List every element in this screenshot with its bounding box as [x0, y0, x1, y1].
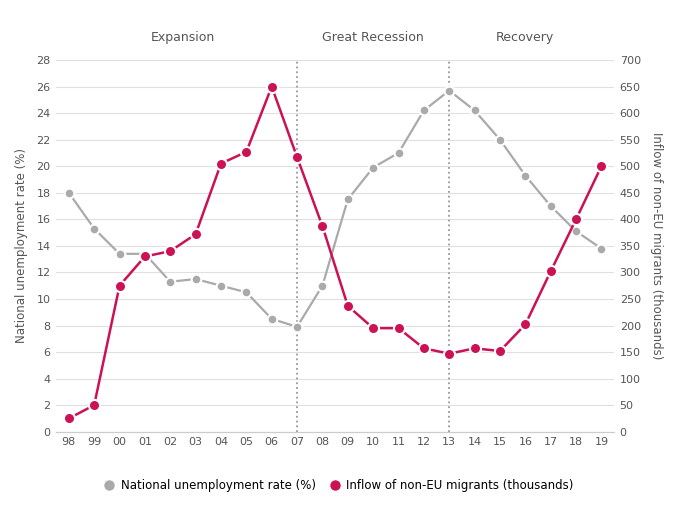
Text: Expansion: Expansion	[151, 31, 215, 44]
Text: Great Recession: Great Recession	[322, 31, 424, 44]
Text: Recovery: Recovery	[496, 31, 555, 44]
Legend: National unemployment rate (%), Inflow of non-EU migrants (thousands): National unemployment rate (%), Inflow o…	[100, 474, 578, 497]
Y-axis label: Inflow of non-EU migrants (thousands): Inflow of non-EU migrants (thousands)	[650, 132, 663, 360]
Y-axis label: National unemployment rate (%): National unemployment rate (%)	[15, 148, 28, 343]
